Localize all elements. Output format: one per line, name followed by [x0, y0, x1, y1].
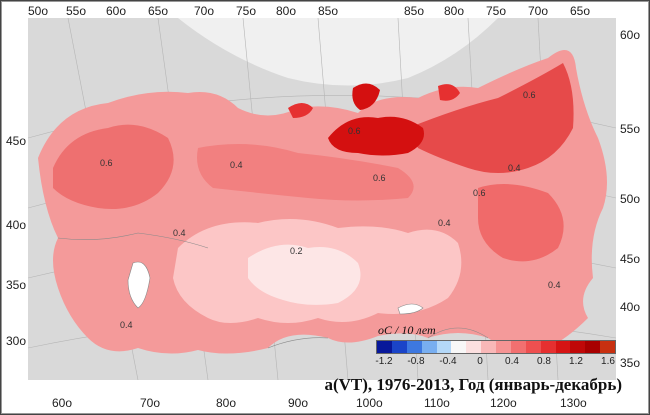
legend-swatch — [540, 341, 556, 353]
lat-label-right: 45o — [620, 252, 641, 266]
lon-label-bottom: 80o — [216, 396, 237, 410]
isoline-label: 0.4 — [438, 218, 451, 228]
legend-swatch — [510, 341, 526, 353]
lat-label-right: 50o — [620, 192, 641, 206]
lon-label-bottom: 120o — [490, 396, 517, 410]
temperature-trend-map: 0.6 0.4 0.6 0.4 0.2 0.4 0.4 0.6 0.6 0.4 … — [28, 18, 616, 380]
legend-swatch — [466, 341, 482, 353]
lon-label-bottom: 70o — [140, 396, 161, 410]
isoline-label: 0.4 — [230, 160, 243, 170]
lake-baikal — [397, 303, 424, 315]
legend-tick-label: -0.4 — [439, 356, 457, 367]
legend-swatch — [481, 341, 496, 353]
isoline-label: 0.6 — [473, 188, 486, 198]
isoline-label: 0.6 — [373, 173, 386, 183]
lon-label-bottom: 90o — [288, 396, 309, 410]
legend-title: oC / 10 лет — [378, 323, 436, 337]
legend-tick-label: -0.8 — [407, 356, 425, 367]
island-1 — [352, 83, 380, 110]
lon-label-top: 85o — [318, 4, 339, 18]
arctic-region — [178, 18, 498, 86]
isoline-label: 0.4 — [173, 228, 186, 238]
lon-label-top: 85o — [404, 4, 425, 18]
zone-northeast-strong — [408, 63, 574, 173]
lon-label-top: 50o — [28, 4, 49, 18]
island-3 — [438, 84, 460, 101]
map-caption: a(VT), 1976-2013, Год (январь-декабрь) — [324, 375, 622, 394]
zone-west-strong — [53, 124, 174, 209]
isoline-label: 0.6 — [523, 90, 536, 100]
lon-label-top: 80o — [276, 4, 297, 18]
lat-label-left: 30o — [6, 334, 27, 348]
legend-swatch — [436, 341, 452, 353]
island-2 — [288, 103, 313, 118]
lat-label-right: 55o — [620, 122, 641, 136]
legend-swatch — [555, 341, 571, 353]
lat-label-left: 40o — [6, 218, 27, 232]
lat-label-left: 45o — [6, 134, 27, 148]
lon-label-top: 80o — [444, 4, 465, 18]
zone-arctic-max — [328, 116, 424, 156]
legend-tick-label: 1.6 — [601, 356, 615, 367]
isoline-label: 0.6 — [348, 126, 361, 136]
legend-tick-label: 1.2 — [569, 356, 583, 367]
isoline-label: 0.4 — [508, 163, 521, 173]
map-canvas — [28, 18, 616, 380]
zone-minimal-trend — [248, 244, 361, 305]
legend-tick-label: 0.4 — [505, 356, 519, 367]
legend-swatch — [525, 341, 541, 353]
lon-label-top: 65o — [148, 4, 169, 18]
lon-label-bottom: 60o — [52, 396, 73, 410]
lat-label-left: 35o — [6, 278, 27, 292]
zone-central-band — [197, 144, 414, 201]
isoline-label: 0.4 — [548, 280, 561, 290]
legend-ticks: -1.2 -0.8 -0.4 0 0.4 0.8 1.2 1.6 — [375, 356, 616, 370]
isoline-label: 0.2 — [290, 246, 303, 256]
lat-label-right: 60o — [620, 28, 641, 42]
legend-swatch — [451, 341, 467, 353]
legend-swatch — [406, 341, 422, 353]
legend-swatch — [496, 341, 511, 353]
legend-tick-label: -1.2 — [375, 356, 393, 367]
lon-label-top: 70o — [194, 4, 215, 18]
lon-label-top: 70o — [528, 4, 549, 18]
isoline-label: 0.6 — [100, 158, 113, 168]
legend-tick-label: 0.8 — [537, 356, 551, 367]
legend-swatch — [600, 341, 615, 353]
lon-label-top: 60o — [106, 4, 127, 18]
caspian-sea — [127, 261, 151, 309]
borders — [57, 232, 489, 349]
lon-label-top: 75o — [236, 4, 257, 18]
lon-label-bottom: 100o — [356, 396, 383, 410]
zone-east-mid — [478, 184, 564, 262]
lon-label-top: 65o — [570, 4, 591, 18]
legend-colorbar — [376, 340, 616, 354]
lon-label-top: 75o — [486, 4, 507, 18]
legend-tick-label: 0 — [477, 356, 483, 367]
legend-swatch — [570, 341, 586, 353]
lon-label-bottom: 110o — [424, 396, 450, 410]
lon-label-bottom: 130o — [560, 396, 587, 410]
lat-label-right: 40o — [620, 300, 641, 314]
lon-label-top: 55o — [66, 4, 87, 18]
lat-label-right: 35o — [620, 356, 641, 370]
legend-swatch — [585, 341, 601, 353]
legend-swatch — [391, 341, 407, 353]
legend-swatch — [421, 341, 437, 353]
legend-swatch — [377, 341, 392, 353]
isoline-label: 0.4 — [120, 320, 133, 330]
